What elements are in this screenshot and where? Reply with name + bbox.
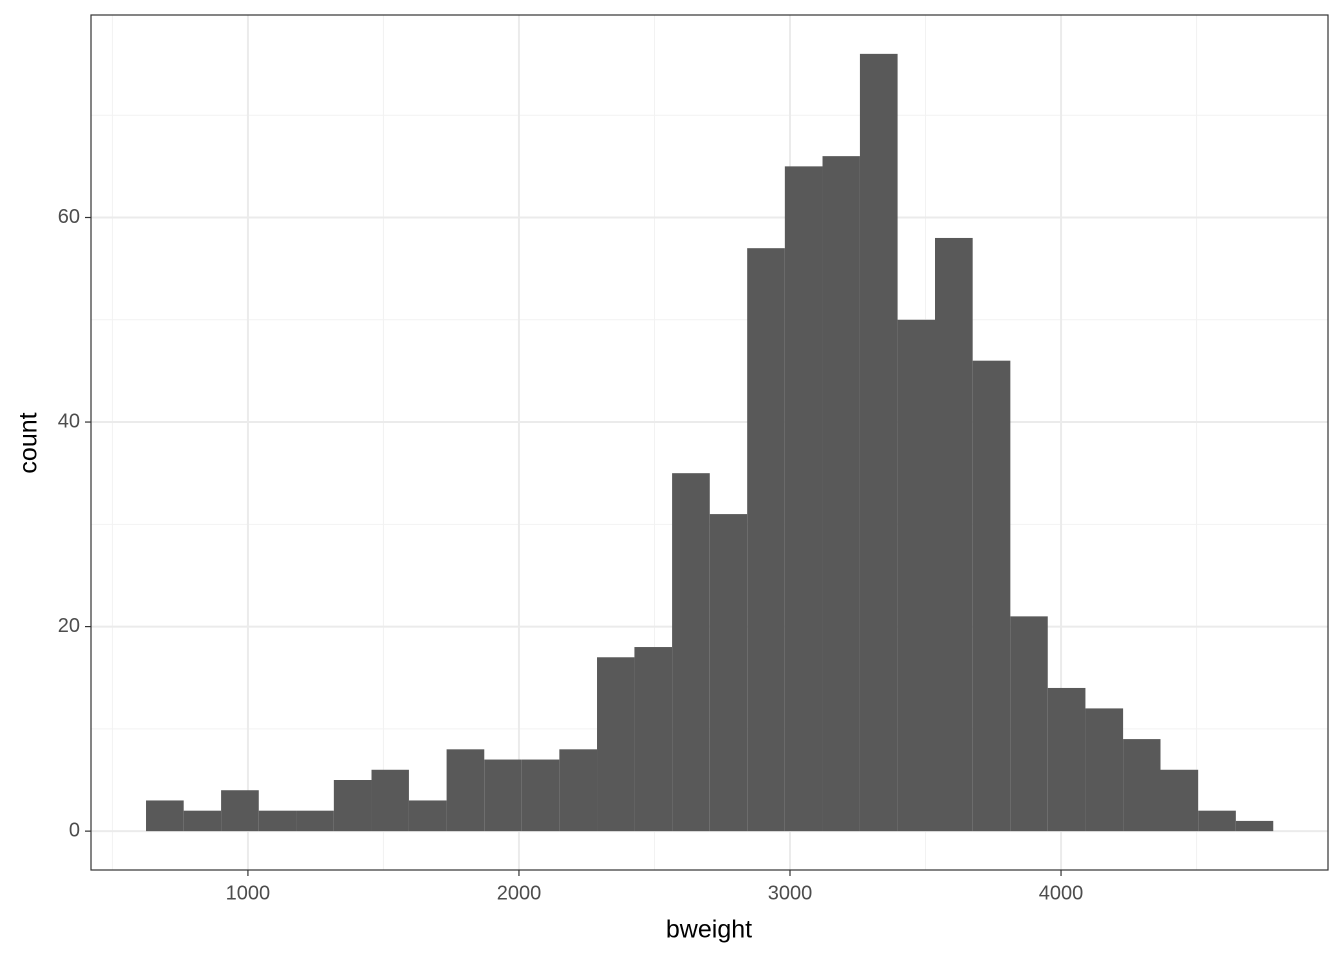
- y-axis-title: count: [15, 412, 43, 473]
- y-tick-label: 60: [58, 206, 80, 228]
- panel-border: [90, 14, 1329, 871]
- bar: [408, 800, 447, 832]
- x-tick-label: 1000: [226, 882, 271, 904]
- bar: [1198, 810, 1236, 832]
- bar: [296, 810, 334, 832]
- x-tick-label: 4000: [1039, 882, 1084, 904]
- bar: [521, 759, 560, 832]
- bar: [747, 248, 785, 832]
- bar: [333, 780, 372, 832]
- y-tick-label: 40: [58, 410, 80, 432]
- bar: [559, 749, 598, 832]
- bar: [1047, 687, 1086, 832]
- bar: [859, 53, 898, 832]
- bar: [446, 749, 485, 832]
- y-tick-label: 20: [58, 615, 80, 637]
- bar: [972, 360, 1011, 832]
- bar: [822, 156, 860, 832]
- bar: [1235, 820, 1274, 832]
- bar: [897, 319, 936, 832]
- bar: [1010, 616, 1048, 832]
- bar: [258, 810, 297, 832]
- bar: [1160, 769, 1199, 832]
- x-tick-label: 3000: [768, 882, 813, 904]
- bar: [672, 473, 710, 832]
- bar: [935, 237, 973, 832]
- bar: [1085, 708, 1124, 832]
- bar: [371, 769, 409, 832]
- bar: [221, 790, 259, 832]
- bar: [146, 800, 184, 832]
- bar: [709, 514, 748, 832]
- x-tick-label: 2000: [497, 882, 542, 904]
- bar: [597, 657, 635, 832]
- bar: [183, 810, 222, 832]
- bar: [784, 166, 823, 832]
- bar: [1123, 739, 1161, 832]
- y-tick-label: 0: [69, 819, 80, 841]
- bar: [484, 759, 522, 832]
- bar: [634, 647, 673, 832]
- x-axis-title: bweight: [666, 916, 752, 944]
